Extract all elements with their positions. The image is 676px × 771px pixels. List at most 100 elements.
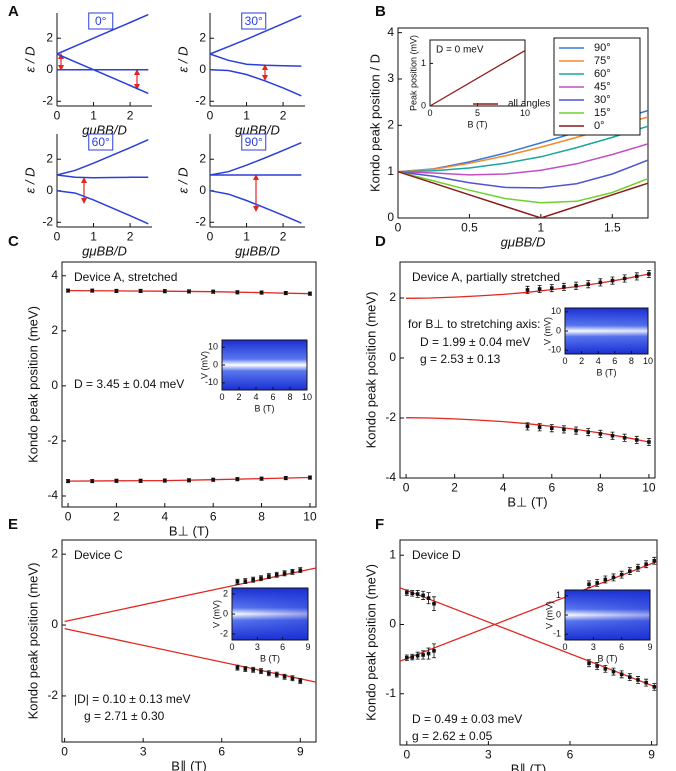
data-point — [595, 581, 599, 585]
title-box — [88, 133, 114, 151]
data-point — [595, 664, 599, 668]
data-point — [549, 286, 554, 290]
y-tick-label: 2 — [199, 30, 206, 44]
y-tick-label: 4 — [51, 268, 58, 282]
data-point — [114, 289, 119, 293]
panel-letter: B — [375, 3, 386, 20]
y-axis-label: Kondo peak position (meV) — [25, 563, 40, 720]
x-tick-label: 8 — [629, 356, 634, 366]
panel-letter: A — [8, 3, 19, 20]
data-point — [163, 478, 167, 483]
y-axis-label: ε / D — [22, 168, 37, 194]
y-axis-label: Kondo peak position (meV) — [25, 306, 40, 463]
annotation: D = 3.45 ± 0.04 meV — [74, 377, 184, 391]
y-tick-label: 0 — [213, 359, 218, 369]
y-tick-label: 2 — [51, 546, 58, 560]
y-tick-label: -2 — [47, 433, 58, 447]
panel-letter: E — [8, 516, 18, 533]
data-point — [404, 655, 409, 660]
legend-label: 90° — [594, 42, 611, 54]
line — [56, 189, 149, 225]
data-point — [235, 290, 240, 295]
y-tick-label: -2 — [42, 214, 53, 228]
data-point — [298, 568, 303, 572]
data-point — [628, 675, 632, 679]
x-tick-label: 0 — [54, 229, 61, 243]
data-point — [235, 580, 240, 584]
y-tick-label: -2 — [220, 628, 228, 638]
chart-title: 0° — [95, 14, 107, 28]
data-point — [636, 565, 640, 570]
x-tick-label: 3 — [255, 642, 260, 652]
y-tick-label: 0 — [389, 617, 396, 631]
legend-label: all angles — [508, 99, 550, 110]
x-tick-label: 6 — [612, 356, 617, 366]
data-point — [611, 669, 616, 674]
x-tick-label: 1.5 — [604, 220, 621, 234]
data-point — [308, 475, 312, 480]
y-tick-label: -10 — [205, 377, 218, 387]
data-point — [587, 661, 591, 666]
title-box — [241, 12, 267, 30]
data-point — [636, 678, 640, 682]
data-point — [274, 672, 279, 677]
y-axis-label: Kondo peak position (meV) — [363, 292, 378, 449]
x-tick-label: 0 — [403, 480, 410, 494]
plot-frame — [61, 261, 317, 508]
data-point — [574, 428, 578, 433]
x-tick-label: 2 — [236, 392, 241, 402]
line — [209, 142, 302, 176]
y-tick-label: 10 — [551, 306, 561, 316]
x-tick-label: 9 — [648, 747, 655, 761]
data-point — [611, 575, 616, 580]
panel-letter: F — [375, 516, 384, 533]
x-tick-label: 1 — [90, 229, 97, 243]
x-tick-label: 9 — [647, 642, 652, 652]
y-tick-label: -2 — [195, 93, 206, 107]
y-tick-label: 4 — [387, 25, 394, 39]
data-point — [644, 680, 648, 685]
y-axis-label: ε / D — [22, 47, 37, 73]
data-point — [259, 669, 263, 673]
y-axis-label: ε / D — [175, 47, 190, 73]
y-tick-label: 0 — [387, 210, 394, 224]
y-tick-label: 0 — [51, 378, 58, 392]
legend-label: 75° — [594, 55, 611, 67]
data-point — [90, 479, 95, 483]
x-tick-label: 4 — [596, 356, 601, 366]
data-point — [187, 478, 191, 483]
x-tick-label: 0 — [61, 744, 68, 758]
x-tick-label: 6 — [210, 509, 217, 523]
data-point — [404, 590, 409, 595]
data-point — [587, 582, 591, 587]
line — [56, 139, 149, 176]
data-point — [586, 282, 591, 286]
data-point — [421, 653, 425, 657]
y-tick-label: -1 — [553, 629, 561, 639]
x-axis-label: gμBB/D — [235, 244, 280, 259]
colormap-shade — [565, 308, 648, 354]
y-axis-label: ε / D — [175, 168, 190, 194]
x-tick-label: 10 — [302, 392, 312, 402]
data-point — [66, 479, 70, 483]
x-tick-label: 0 — [403, 747, 410, 761]
data-point — [283, 291, 288, 295]
x-tick-label: 0 — [207, 108, 214, 122]
data-point — [187, 289, 191, 294]
panel: 0 2 4 6 8 10 -4 -2 0 2 B⊥ (T) Kondo peak position (… — [363, 233, 655, 510]
x-tick-label: 0 — [65, 509, 72, 523]
data-point — [598, 280, 603, 285]
y-axis-label: V (mV) — [199, 351, 209, 379]
y-tick-label: -2 — [385, 410, 396, 424]
data-point — [537, 287, 542, 291]
data-point — [283, 476, 288, 480]
annotation: for B⊥ to stretching axis: — [408, 317, 541, 331]
y-tick-label: 3 — [387, 71, 394, 85]
fit-line — [64, 627, 317, 683]
x-tick-label: 10 — [642, 480, 656, 494]
data-point — [251, 577, 255, 582]
